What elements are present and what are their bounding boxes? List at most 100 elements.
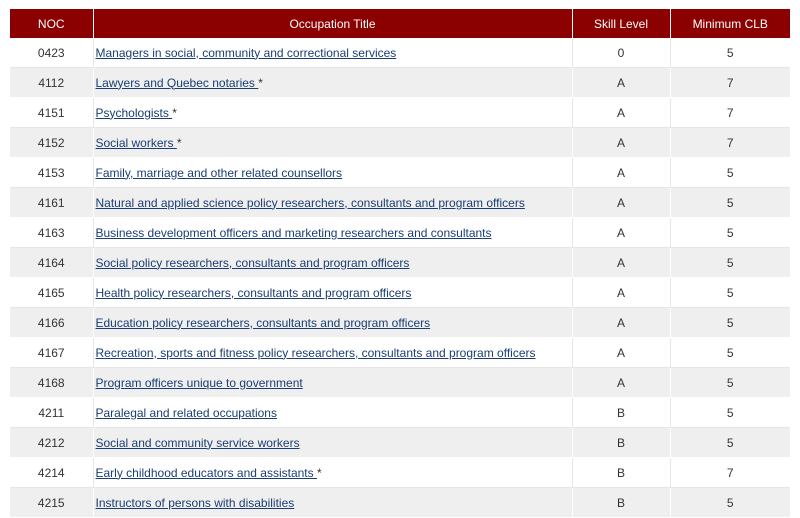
skill-level: A: [572, 187, 671, 218]
occupation-title-link[interactable]: Program officers unique to government: [95, 375, 303, 390]
noc-code: 4166: [10, 307, 94, 338]
skill-level: A: [572, 127, 671, 158]
minimum-clb: 5: [670, 487, 790, 518]
minimum-clb: 5: [670, 217, 790, 248]
minimum-clb: 7: [670, 97, 790, 128]
occupation-title-cell: Instructors of persons with disabilities: [93, 487, 573, 518]
occupation-title-link[interactable]: Lawyers and Quebec notaries: [95, 75, 259, 90]
minimum-clb: 7: [670, 457, 790, 488]
skill-level: A: [572, 277, 671, 308]
noc-code: 4152: [10, 127, 94, 158]
occupation-title-cell: Managers in social, community and correc…: [93, 38, 573, 68]
minimum-clb: 5: [670, 277, 790, 308]
noc-code: 4163: [10, 217, 94, 248]
noc-code: 4164: [10, 247, 94, 278]
minimum-clb: 5: [670, 397, 790, 428]
noc-code: 4167: [10, 337, 94, 368]
skill-level: A: [572, 247, 671, 278]
table-row: 4161 Natural and applied science policy r…: [10, 187, 790, 218]
noc-code: 0423: [10, 38, 94, 68]
table-row: 4153 Family, marriage and other related c…: [10, 157, 790, 188]
skill-level: A: [572, 97, 671, 128]
minimum-clb: 5: [670, 367, 790, 398]
occupation-table: NOC Occupation Title Skill Level Minimum…: [10, 9, 790, 518]
table-row: 4212 Social and community service workers…: [10, 427, 790, 458]
occupation-title-link[interactable]: Family, marriage and other related couns…: [95, 165, 343, 180]
noc-code: 4212: [10, 427, 94, 458]
table-row: 4215 Instructors of persons with disabili…: [10, 487, 790, 518]
header-occupation-title: Occupation Title: [93, 9, 573, 38]
occupation-title-cell: Paralegal and related occupations: [93, 397, 573, 428]
skill-level: A: [572, 217, 671, 248]
table-row: 4164 Social policy researchers, consultan…: [10, 247, 790, 278]
occupation-title-link[interactable]: Paralegal and related occupations: [95, 405, 277, 420]
table-row: 4165 Health policy researchers, consultan…: [10, 277, 790, 308]
occupation-title-link[interactable]: Education policy researchers, consultant…: [95, 315, 431, 330]
noc-code: 4161: [10, 187, 94, 218]
occupation-title-link[interactable]: Social and community service workers: [95, 435, 300, 450]
occupation-title-link[interactable]: Natural and applied science policy resea…: [95, 195, 525, 210]
occupation-title-link[interactable]: Social policy researchers, consultants a…: [95, 255, 410, 270]
noc-code: 4165: [10, 277, 94, 308]
table-row: 4166 Education policy researchers, consul…: [10, 307, 790, 338]
occupation-title-cell: Recreation, sports and fitness policy re…: [93, 337, 573, 368]
asterisk-note: *: [258, 75, 263, 90]
table-row: 4163 Business development officers and ma…: [10, 217, 790, 248]
occupation-title-cell: Family, marriage and other related couns…: [93, 157, 573, 188]
occupation-title-cell: Early childhood educators and assistants…: [93, 457, 573, 488]
occupation-title-cell: Lawyers and Quebec notaries *: [93, 67, 573, 98]
header-row: NOC Occupation Title Skill Level Minimum…: [10, 9, 790, 38]
skill-level: B: [572, 427, 671, 458]
occupation-title-cell: Social and community service workers: [93, 427, 573, 458]
minimum-clb: 5: [670, 187, 790, 218]
occupation-title-link[interactable]: Instructors of persons with disabilities: [95, 495, 295, 510]
skill-level: B: [572, 487, 671, 518]
table-row: 4151 Psychologists * A 7: [10, 97, 790, 128]
table-header: NOC Occupation Title Skill Level Minimum…: [10, 9, 790, 38]
header-skill-level: Skill Level: [572, 9, 671, 38]
occupation-title-cell: Psychologists *: [93, 97, 573, 128]
occupation-title-link[interactable]: Social workers: [95, 135, 177, 150]
table-body: 0423 Managers in social, community and co…: [10, 38, 790, 518]
noc-code: 4168: [10, 367, 94, 398]
noc-code: 4214: [10, 457, 94, 488]
asterisk-note: *: [176, 135, 182, 150]
occupation-title-link[interactable]: Recreation, sports and fitness policy re…: [95, 345, 536, 360]
minimum-clb: 5: [670, 337, 790, 368]
occupation-title-cell: Health policy researchers, consultants a…: [93, 277, 573, 308]
occupation-title-link[interactable]: Managers in social, community and correc…: [95, 45, 397, 60]
occupation-title-cell: Natural and applied science policy resea…: [93, 187, 573, 218]
noc-code: 4215: [10, 487, 94, 518]
occupation-table-container: NOC Occupation Title Skill Level Minimum…: [10, 9, 790, 518]
minimum-clb: 5: [670, 157, 790, 188]
skill-level: A: [572, 67, 671, 98]
occupation-title-cell: Business development officers and market…: [93, 217, 573, 248]
occupation-title-link[interactable]: Health policy researchers, consultants a…: [95, 285, 412, 300]
skill-level: 0: [572, 38, 671, 68]
skill-level: A: [572, 307, 671, 338]
table-row: 0423 Managers in social, community and co…: [10, 38, 790, 68]
asterisk-note: *: [172, 105, 177, 120]
header-noc: NOC: [10, 9, 94, 38]
occupation-title-cell: Social workers *: [93, 127, 573, 158]
noc-code: 4153: [10, 157, 94, 188]
noc-code: 4112: [10, 67, 94, 98]
occupation-title-link[interactable]: Early childhood educators and assistants: [95, 465, 317, 480]
minimum-clb: 5: [670, 307, 790, 338]
table-row: 4112 Lawyers and Quebec notaries * A 7: [10, 67, 790, 98]
skill-level: A: [572, 367, 671, 398]
table-row: 4211 Paralegal and related occupations B 5: [10, 397, 790, 428]
table-row: 4168 Program officers unique to governmen…: [10, 367, 790, 398]
table-row: 4167 Recreation, sports and fitness polic…: [10, 337, 790, 368]
table-row: 4152 Social workers * A 7: [10, 127, 790, 158]
occupation-title-link[interactable]: Psychologists: [95, 105, 173, 120]
header-minimum-clb: Minimum CLB: [670, 9, 790, 38]
noc-code: 4211: [10, 397, 94, 428]
minimum-clb: 7: [670, 127, 790, 158]
table-row: 4214 Early childhood educators and assist…: [10, 457, 790, 488]
occupation-title-link[interactable]: Business development officers and market…: [95, 225, 492, 240]
skill-level: B: [572, 457, 671, 488]
noc-code: 4151: [10, 97, 94, 128]
occupation-title-cell: Education policy researchers, consultant…: [93, 307, 573, 338]
occupation-title-cell: Social policy researchers, consultants a…: [93, 247, 573, 278]
